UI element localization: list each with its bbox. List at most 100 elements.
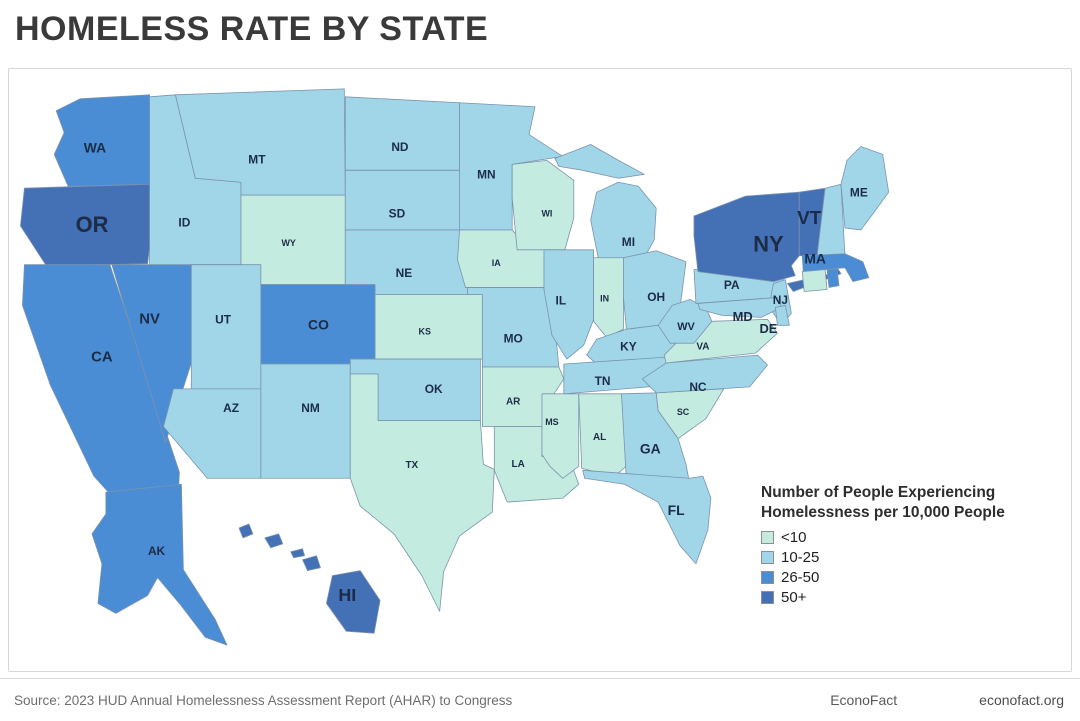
state-label-IA: IA	[492, 258, 501, 268]
state-NE	[344, 229, 478, 295]
econofact-label: EconoFact	[830, 692, 898, 708]
state-TX	[349, 373, 495, 612]
state-label-NM: NM	[301, 401, 320, 415]
legend-swatch-icon	[761, 531, 774, 545]
state-label-SC: SC	[677, 407, 690, 417]
state-label-ID: ID	[178, 215, 190, 229]
state-label-VT: VT	[797, 207, 822, 228]
state-CT	[801, 269, 828, 292]
legend-item: 10-25	[761, 548, 1061, 568]
state-label-IL: IL	[556, 294, 567, 308]
state-shape-WI	[511, 159, 575, 251]
state-label-SD: SD	[389, 206, 406, 220]
state-shape-WV	[657, 299, 713, 344]
state-shape-AL	[578, 393, 629, 477]
state-shape-MI	[590, 181, 657, 261]
state-shape-HI	[326, 570, 381, 634]
state-shape-AK	[91, 483, 228, 646]
state-label-FL: FL	[668, 502, 685, 518]
state-shape-NY	[693, 191, 800, 282]
state-shape-ND	[344, 96, 460, 171]
map-legend: Number of People Experiencing Homelessne…	[761, 483, 1061, 608]
state-label-VA: VA	[696, 342, 709, 353]
state-label-MT: MT	[248, 153, 266, 167]
page-header: HOMELESS RATE BY STATE	[0, 0, 1080, 68]
state-label-NJ: NJ	[773, 293, 788, 307]
state-label-WA: WA	[84, 139, 106, 155]
state-label-WV: WV	[677, 321, 695, 333]
state-ME	[840, 146, 890, 231]
state-label-TN: TN	[595, 374, 611, 388]
state-SD	[344, 169, 466, 231]
state-MI	[554, 144, 657, 261]
state-label-OH: OH	[647, 290, 665, 304]
state-label-NY: NY	[753, 232, 784, 257]
state-label-MI: MI	[622, 235, 635, 249]
state-shape-HI	[264, 533, 284, 549]
state-label-MN: MN	[477, 168, 496, 182]
state-label-CO: CO	[308, 316, 329, 332]
state-label-DE: DE	[760, 321, 778, 336]
state-shape-NE	[344, 229, 478, 295]
state-WV	[657, 299, 713, 344]
state-shape-RI	[826, 268, 840, 288]
state-shape-SD	[344, 169, 466, 231]
map-panel: WA OR CA NV ID MT WY UT CO AZ NM ND SD NE KS OK TX MN IA MO…	[8, 68, 1072, 672]
state-shape-AZ	[163, 388, 262, 479]
state-WI	[511, 159, 575, 251]
state-label-MD: MD	[733, 309, 753, 324]
state-label-CA: CA	[91, 349, 113, 365]
source-note: Source: 2023 HUD Annual Homelessness Ass…	[14, 692, 513, 708]
state-label-AR: AR	[506, 396, 520, 407]
state-NM	[260, 363, 351, 479]
state-RI	[826, 268, 840, 288]
state-ND	[344, 96, 460, 171]
state-shape-MD	[697, 297, 782, 318]
state-label-HI: HI	[338, 585, 356, 605]
state-label-MS: MS	[545, 417, 558, 427]
state-label-MO: MO	[504, 331, 523, 345]
state-label-MA: MA	[804, 251, 826, 267]
econofact-url: econofact.org	[979, 692, 1064, 708]
state-label-AL: AL	[593, 432, 606, 443]
legend-swatch-icon	[761, 571, 774, 585]
state-MD	[697, 297, 782, 318]
state-label-LA: LA	[512, 459, 525, 470]
state-shape-TX	[349, 373, 495, 612]
page-footer: Source: 2023 HUD Annual Homelessness Ass…	[0, 678, 1080, 721]
state-label-IN: IN	[600, 294, 609, 304]
state-shape-UT	[190, 264, 262, 390]
state-label-ME: ME	[850, 185, 868, 199]
state-label-KY: KY	[620, 339, 637, 353]
state-label-OK: OK	[425, 382, 443, 396]
state-shape-FL	[582, 469, 712, 565]
state-label-WI: WI	[541, 208, 552, 218]
state-label-NC: NC	[689, 380, 707, 394]
state-label-AK: AK	[148, 544, 166, 558]
state-shape-CT	[801, 269, 828, 292]
legend-item: 26-50	[761, 568, 1061, 588]
state-label-UT: UT	[215, 313, 232, 327]
state-shape-DE	[775, 305, 790, 326]
legend-title: Number of People Experiencing Homelessne…	[761, 484, 1005, 522]
state-shape-NM	[260, 363, 351, 479]
state-AK	[91, 483, 228, 646]
state-shape-ME	[840, 146, 890, 231]
legend-swatch-icon	[761, 591, 774, 605]
state-label-TX: TX	[406, 460, 419, 471]
state-label-NE: NE	[396, 266, 413, 280]
state-DE	[775, 305, 790, 326]
legend-item: <10	[761, 528, 1061, 548]
state-shape-HI	[238, 523, 254, 539]
state-AL	[578, 393, 629, 477]
state-shape-HI	[290, 548, 305, 559]
state-UT	[190, 264, 262, 390]
state-HI	[238, 523, 381, 634]
legend-items: <10 10-25 26-50 50+	[761, 528, 1061, 608]
state-shape-MI	[554, 144, 645, 179]
state-label-OR: OR	[76, 212, 109, 237]
legend-item: 50+	[761, 588, 1061, 608]
state-label-GA: GA	[640, 440, 661, 456]
legend-swatch-icon	[761, 551, 774, 565]
state-label-ND: ND	[391, 140, 409, 154]
